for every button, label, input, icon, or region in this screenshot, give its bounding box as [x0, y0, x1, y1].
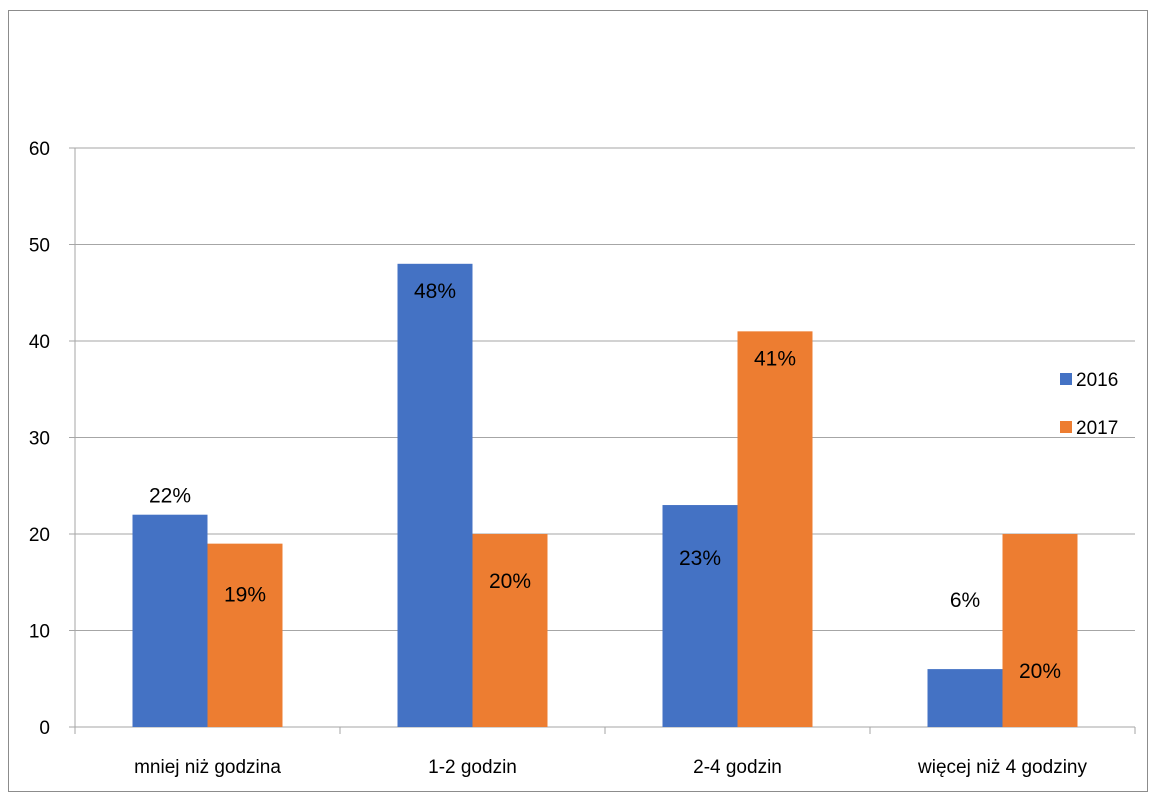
bar-2016-0 — [133, 515, 208, 727]
category-label: 2-4 godzin — [693, 757, 782, 778]
bar-2016-3 — [928, 669, 1003, 727]
bar-2017-3 — [1003, 534, 1078, 727]
y-tick-label: 0 — [39, 718, 50, 739]
bar-2016-2 — [663, 505, 738, 727]
data-label: 20% — [1019, 660, 1061, 683]
bar-2016-1 — [398, 264, 473, 727]
y-tick-label: 20 — [29, 525, 50, 546]
legend-swatch — [1060, 421, 1072, 433]
category-label: mniej niż godzina — [134, 757, 281, 778]
data-label: 23% — [679, 547, 721, 570]
data-label: 41% — [754, 347, 796, 370]
bar-2017-2 — [738, 331, 813, 727]
category-label: 1-2 godzin — [428, 757, 517, 778]
y-tick-label: 30 — [29, 429, 50, 450]
bar-2017-1 — [473, 534, 548, 727]
data-label: 48% — [414, 280, 456, 303]
bar-2017-0 — [208, 544, 283, 727]
data-label: 20% — [489, 570, 531, 593]
data-label: 6% — [950, 589, 980, 612]
legend-label: 2016 — [1076, 370, 1118, 391]
data-label: 19% — [224, 584, 266, 607]
category-label: więcej niż 4 godziny — [917, 757, 1087, 778]
y-tick-label: 10 — [29, 622, 50, 643]
y-tick-label: 60 — [29, 139, 50, 160]
data-label: 22% — [149, 485, 191, 508]
legend-label: 2017 — [1076, 418, 1118, 439]
y-tick-label: 40 — [29, 332, 50, 353]
y-tick-label: 50 — [29, 236, 50, 257]
legend-swatch — [1060, 373, 1072, 385]
